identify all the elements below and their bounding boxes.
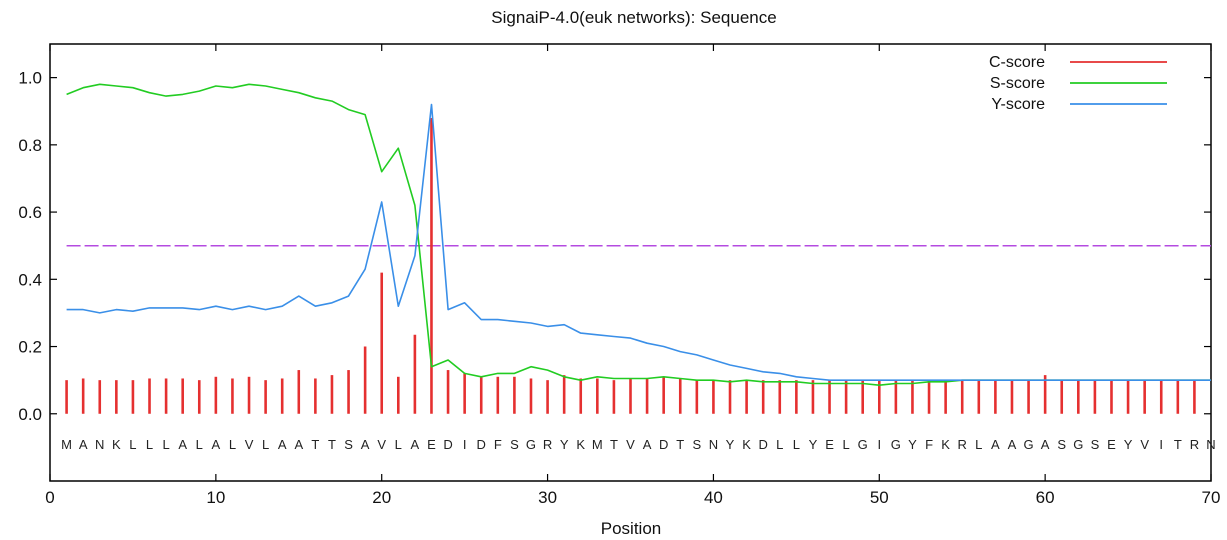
residue-label: E (1107, 437, 1116, 452)
residue-label: L (196, 437, 203, 452)
residue-label: N (1206, 437, 1215, 452)
residue-label: E (427, 437, 436, 452)
residue-label: M (592, 437, 603, 452)
residue-label: T (610, 437, 618, 452)
residue-label: K (576, 437, 585, 452)
residue-label: V (1140, 437, 1149, 452)
residue-label: G (526, 437, 536, 452)
residue-label: Y (908, 437, 917, 452)
residue-label: A (643, 437, 652, 452)
residue-label: T (676, 437, 684, 452)
residue-label: S (510, 437, 519, 452)
residue-label: M (61, 437, 72, 452)
residue-label: G (891, 437, 901, 452)
x-tick-label: 20 (372, 488, 391, 507)
residue-label: R (958, 437, 967, 452)
residue-label: Y (726, 437, 735, 452)
residue-label: N (95, 437, 104, 452)
residue-label: A (178, 437, 187, 452)
residue-label: A (991, 437, 1000, 452)
residue-label: R (1190, 437, 1199, 452)
residue-label: D (659, 437, 668, 452)
score-lines (66, 83, 1211, 387)
y-tick-label: 1.0 (18, 69, 42, 88)
x-tick-label: 60 (1036, 488, 1055, 507)
residue-label: E (825, 437, 834, 452)
residue-label: L (129, 437, 136, 452)
residue-label: A (212, 437, 221, 452)
residue-label: L (229, 437, 236, 452)
residue-label: L (395, 437, 402, 452)
residue-label: L (162, 437, 169, 452)
y-tick-label: 0.2 (18, 338, 42, 357)
legend: C-score S-score Y-score (989, 54, 1167, 113)
chart-title: SignaiP-4.0(euk networks): Sequence (491, 8, 776, 27)
legend-label: C-score (989, 54, 1045, 71)
x-tick-label: 10 (206, 488, 225, 507)
residue-label: I (1159, 437, 1163, 452)
residue-label: K (112, 437, 121, 452)
residue-label: S (693, 437, 702, 452)
y-tick-label: 0.6 (18, 203, 42, 222)
residue-label: G (1073, 437, 1083, 452)
residue-label: L (262, 437, 269, 452)
residue-label: Y (809, 437, 818, 452)
residue-label: A (1008, 437, 1017, 452)
residue-label: Y (560, 437, 569, 452)
legend-label: Y-score (991, 96, 1045, 113)
x-tick-label: 30 (538, 488, 557, 507)
c-score-bars (65, 117, 1196, 414)
residue-label: I (877, 437, 881, 452)
residue-label: A (79, 437, 88, 452)
residue-label: L (793, 437, 800, 452)
residue-label: T (311, 437, 319, 452)
residue-label: A (278, 437, 287, 452)
legend-label: S-score (990, 75, 1045, 92)
residue-label: V (626, 437, 635, 452)
residue-label: F (494, 437, 502, 452)
residue-label: S (344, 437, 353, 452)
residue-label: T (328, 437, 336, 452)
x-tick-label: 70 (1202, 488, 1221, 507)
x-tick-label: 50 (870, 488, 889, 507)
residue-label: T (1174, 437, 1182, 452)
residue-label: A (1041, 437, 1050, 452)
residue-label: G (1023, 437, 1033, 452)
y-tick-label: 0.0 (18, 405, 42, 424)
residue-label: D (443, 437, 452, 452)
axis-ticks: 0 10 20 30 40 50 60 70 0.0 0.2 0.4 0.6 0.8 1.0 (18, 44, 1220, 507)
residue-label: D (758, 437, 767, 452)
residue-label: I (463, 437, 467, 452)
residue-label: F (925, 437, 933, 452)
residue-label: N (709, 437, 718, 452)
residue-label: V (377, 437, 386, 452)
residue-label: V (245, 437, 254, 452)
residue-label: S (1057, 437, 1066, 452)
residue-label: A (411, 437, 420, 452)
residue-label: R (543, 437, 552, 452)
y-tick-label: 0.4 (18, 270, 42, 289)
residue-label: S (1091, 437, 1100, 452)
plot-frame (49, 43, 1212, 482)
residue-label: G (858, 437, 868, 452)
residue-label: A (361, 437, 370, 452)
residue-label: K (742, 437, 751, 452)
x-tick-label: 0 (45, 488, 54, 507)
residue-label: D (477, 437, 486, 452)
residue-label: L (975, 437, 982, 452)
x-axis-label: Position (601, 519, 661, 538)
residue-label: L (146, 437, 153, 452)
residue-label: K (941, 437, 950, 452)
residue-label: L (842, 437, 849, 452)
residue-label: A (294, 437, 303, 452)
x-tick-label: 40 (704, 488, 723, 507)
y-tick-label: 0.8 (18, 136, 42, 155)
y-score-line (66, 103, 1211, 382)
residue-label: L (776, 437, 783, 452)
residue-label: Y (1124, 437, 1133, 452)
